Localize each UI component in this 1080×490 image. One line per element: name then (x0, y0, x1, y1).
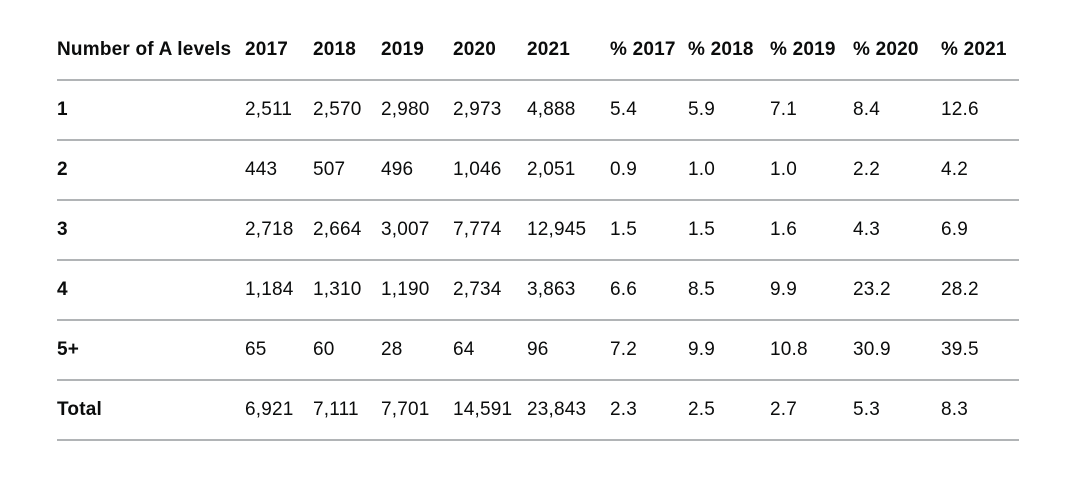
column-header-2017: 2017 (245, 20, 313, 81)
table-cell: 2.2 (853, 140, 941, 201)
row-label: 3 (57, 200, 245, 261)
table-row-1: 1 2,511 2,570 2,980 2,973 4,888 5.4 5.9 … (57, 80, 1019, 141)
column-header-pct-2020: % 2020 (853, 20, 941, 81)
table-cell: 2.7 (770, 380, 853, 441)
table-row-3: 3 2,718 2,664 3,007 7,774 12,945 1.5 1.5… (57, 200, 1019, 261)
table-cell: 7,111 (313, 380, 381, 441)
table-cell: 7.1 (770, 80, 853, 141)
table-cell: 3,007 (381, 200, 453, 261)
table-cell: 10.8 (770, 320, 853, 381)
table-cell: 2,051 (527, 140, 610, 201)
table-cell: 23.2 (853, 260, 941, 321)
table-cell: 28 (381, 320, 453, 381)
table-cell: 1,190 (381, 260, 453, 321)
row-label: 1 (57, 80, 245, 141)
table-cell: 2,980 (381, 80, 453, 141)
a-levels-table-container: Number of A levels 2017 2018 2019 2020 2… (57, 20, 1019, 441)
table-cell: 7,774 (453, 200, 527, 261)
table-cell: 7.2 (610, 320, 688, 381)
table-cell: 96 (527, 320, 610, 381)
table-row-total: Total 6,921 7,111 7,701 14,591 23,843 2.… (57, 380, 1019, 441)
table-cell: 0.9 (610, 140, 688, 201)
table-cell: 8.3 (941, 380, 1019, 441)
table-cell: 64 (453, 320, 527, 381)
table-row-5plus: 5+ 65 60 28 64 96 7.2 9.9 10.8 30.9 39.5 (57, 320, 1019, 381)
table-cell: 8.4 (853, 80, 941, 141)
column-header-2018: 2018 (313, 20, 381, 81)
table-cell: 1,310 (313, 260, 381, 321)
column-header-pct-2017: % 2017 (610, 20, 688, 81)
table-cell: 2.5 (688, 380, 770, 441)
table-cell: 28.2 (941, 260, 1019, 321)
table-cell: 1.5 (688, 200, 770, 261)
table-cell: 12,945 (527, 200, 610, 261)
table-cell: 2,734 (453, 260, 527, 321)
table-cell: 6.6 (610, 260, 688, 321)
table-cell: 6.9 (941, 200, 1019, 261)
table-cell: 5.4 (610, 80, 688, 141)
table-cell: 14,591 (453, 380, 527, 441)
table-cell: 2,973 (453, 80, 527, 141)
table-cell: 12.6 (941, 80, 1019, 141)
row-label: 2 (57, 140, 245, 201)
column-header-pct-2021: % 2021 (941, 20, 1019, 81)
table-cell: 1.0 (770, 140, 853, 201)
row-label: 4 (57, 260, 245, 321)
table-cell: 60 (313, 320, 381, 381)
table-cell: 9.9 (770, 260, 853, 321)
table-cell: 2,718 (245, 200, 313, 261)
table-cell: 4,888 (527, 80, 610, 141)
table-cell: 496 (381, 140, 453, 201)
table-row-2: 2 443 507 496 1,046 2,051 0.9 1.0 1.0 2.… (57, 140, 1019, 201)
column-header-2019: 2019 (381, 20, 453, 81)
table-cell: 507 (313, 140, 381, 201)
table-cell: 3,863 (527, 260, 610, 321)
table-row-4: 4 1,184 1,310 1,190 2,734 3,863 6.6 8.5 … (57, 260, 1019, 321)
column-header-pct-2019: % 2019 (770, 20, 853, 81)
table-cell: 2,511 (245, 80, 313, 141)
column-header-number-of-a-levels: Number of A levels (57, 20, 245, 81)
table-cell: 4.2 (941, 140, 1019, 201)
table-cell: 4.3 (853, 200, 941, 261)
table-cell: 9.9 (688, 320, 770, 381)
table-cell: 7,701 (381, 380, 453, 441)
column-header-2020: 2020 (453, 20, 527, 81)
column-header-2021: 2021 (527, 20, 610, 81)
table-cell: 1.6 (770, 200, 853, 261)
table-cell: 39.5 (941, 320, 1019, 381)
table-cell: 1.5 (610, 200, 688, 261)
table-cell: 2.3 (610, 380, 688, 441)
table-cell: 6,921 (245, 380, 313, 441)
header-row: Number of A levels 2017 2018 2019 2020 2… (57, 20, 1019, 81)
table-cell: 30.9 (853, 320, 941, 381)
table-cell: 443 (245, 140, 313, 201)
row-label-total: Total (57, 380, 245, 441)
table-cell: 1,184 (245, 260, 313, 321)
table-cell: 2,570 (313, 80, 381, 141)
table-cell: 5.3 (853, 380, 941, 441)
table-cell: 2,664 (313, 200, 381, 261)
column-header-pct-2018: % 2018 (688, 20, 770, 81)
table-cell: 5.9 (688, 80, 770, 141)
row-label: 5+ (57, 320, 245, 381)
table-cell: 1,046 (453, 140, 527, 201)
table-cell: 8.5 (688, 260, 770, 321)
table-cell: 65 (245, 320, 313, 381)
table-cell: 1.0 (688, 140, 770, 201)
a-levels-table: Number of A levels 2017 2018 2019 2020 2… (57, 20, 1019, 441)
table-cell: 23,843 (527, 380, 610, 441)
